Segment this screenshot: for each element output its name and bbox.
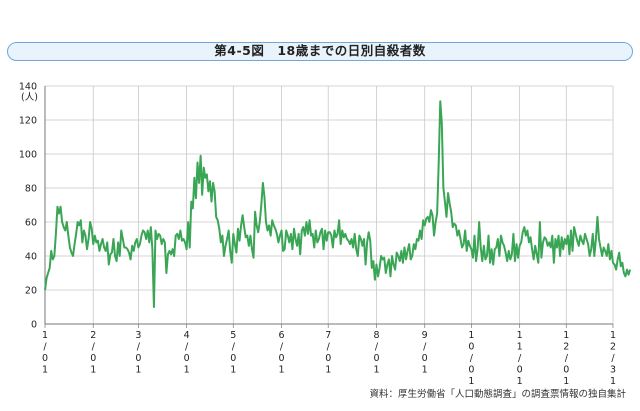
source-note: 資料：厚生労働省「人口動態調査」の調査票情報の独自集計 (369, 389, 626, 400)
y-tick-label: 40 (25, 252, 37, 263)
y-tick-label: 100 (19, 150, 37, 161)
x-tick-label: 1 2/0 1 (563, 330, 569, 387)
x-tick-label: 2/0 1 (90, 330, 96, 376)
chart-title-bar: 第4-5図 18歳までの日別自殺者数 (7, 42, 633, 61)
x-tick-label: 4/0 1 (184, 330, 190, 376)
x-tick-label: 8/0 1 (373, 330, 379, 376)
y-axis-label: (人) (21, 92, 38, 103)
y-tick-label: 140 (19, 82, 37, 93)
chart-title: 第4-5図 18歳までの日別自殺者数 (214, 43, 426, 58)
x-tick-label: 6/0 1 (279, 330, 285, 376)
x-tick-label: 5/0 1 (230, 330, 236, 376)
y-tick-label: 0 (31, 320, 37, 331)
x-tick-label: 1 1/0 1 (517, 330, 523, 387)
x-tick-label: 9/0 1 (422, 330, 428, 376)
x-tick-label: 7/0 1 (325, 330, 331, 376)
x-tick-label: 3/0 1 (135, 330, 141, 376)
x-tick-label: 1 2/3 1 (610, 330, 616, 387)
y-tick-label: 20 (25, 286, 37, 297)
series-line (44, 100, 632, 308)
y-tick-label: 120 (19, 116, 37, 127)
x-tick-label: 1 0/0 1 (468, 330, 474, 387)
y-tick-label: 80 (25, 184, 37, 195)
x-tick-label: 1/0 1 (42, 330, 48, 376)
y-tick-label: 60 (25, 218, 37, 229)
